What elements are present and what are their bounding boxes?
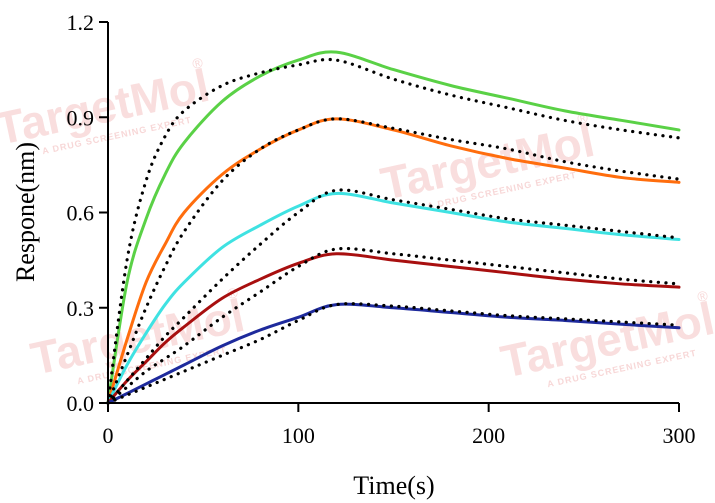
fit-curve-4 <box>106 246 681 405</box>
y-axis-title: Respone(nm) <box>11 142 40 282</box>
x-tick-label: 300 <box>663 423 696 448</box>
series-line-5 <box>106 302 681 405</box>
fit-curve-2 <box>106 117 681 405</box>
series-line-1 <box>106 50 681 405</box>
x-tick-label: 0 <box>103 423 114 448</box>
y-tick-label: 0.0 <box>67 391 95 416</box>
x-tick-label: 200 <box>472 423 505 448</box>
fit-curve-1 <box>106 57 681 405</box>
watermark-registered: ® <box>191 54 205 72</box>
watermark-bottom-right: TargetMol ® A DRUG SCREENING EXPERT <box>496 287 715 389</box>
y-tick-label: 1.2 <box>67 10 95 35</box>
y-tick-label: 0.6 <box>67 201 95 226</box>
fit-curve-5 <box>106 302 681 405</box>
series-line-3 <box>106 191 681 405</box>
x-axis-title: Time(s) <box>353 471 434 500</box>
tick-layer: 0.0 0.3 0.6 0.9 1.2 0 100 200 300 <box>67 10 696 448</box>
series-line-4 <box>106 252 681 405</box>
fit-curve-3 <box>106 188 681 405</box>
y-tick-label: 0.9 <box>67 105 95 130</box>
fit-layer <box>106 57 681 405</box>
x-tick-label: 100 <box>282 423 315 448</box>
y-tick-label: 0.3 <box>67 296 95 321</box>
watermark-registered: ® <box>696 287 710 305</box>
